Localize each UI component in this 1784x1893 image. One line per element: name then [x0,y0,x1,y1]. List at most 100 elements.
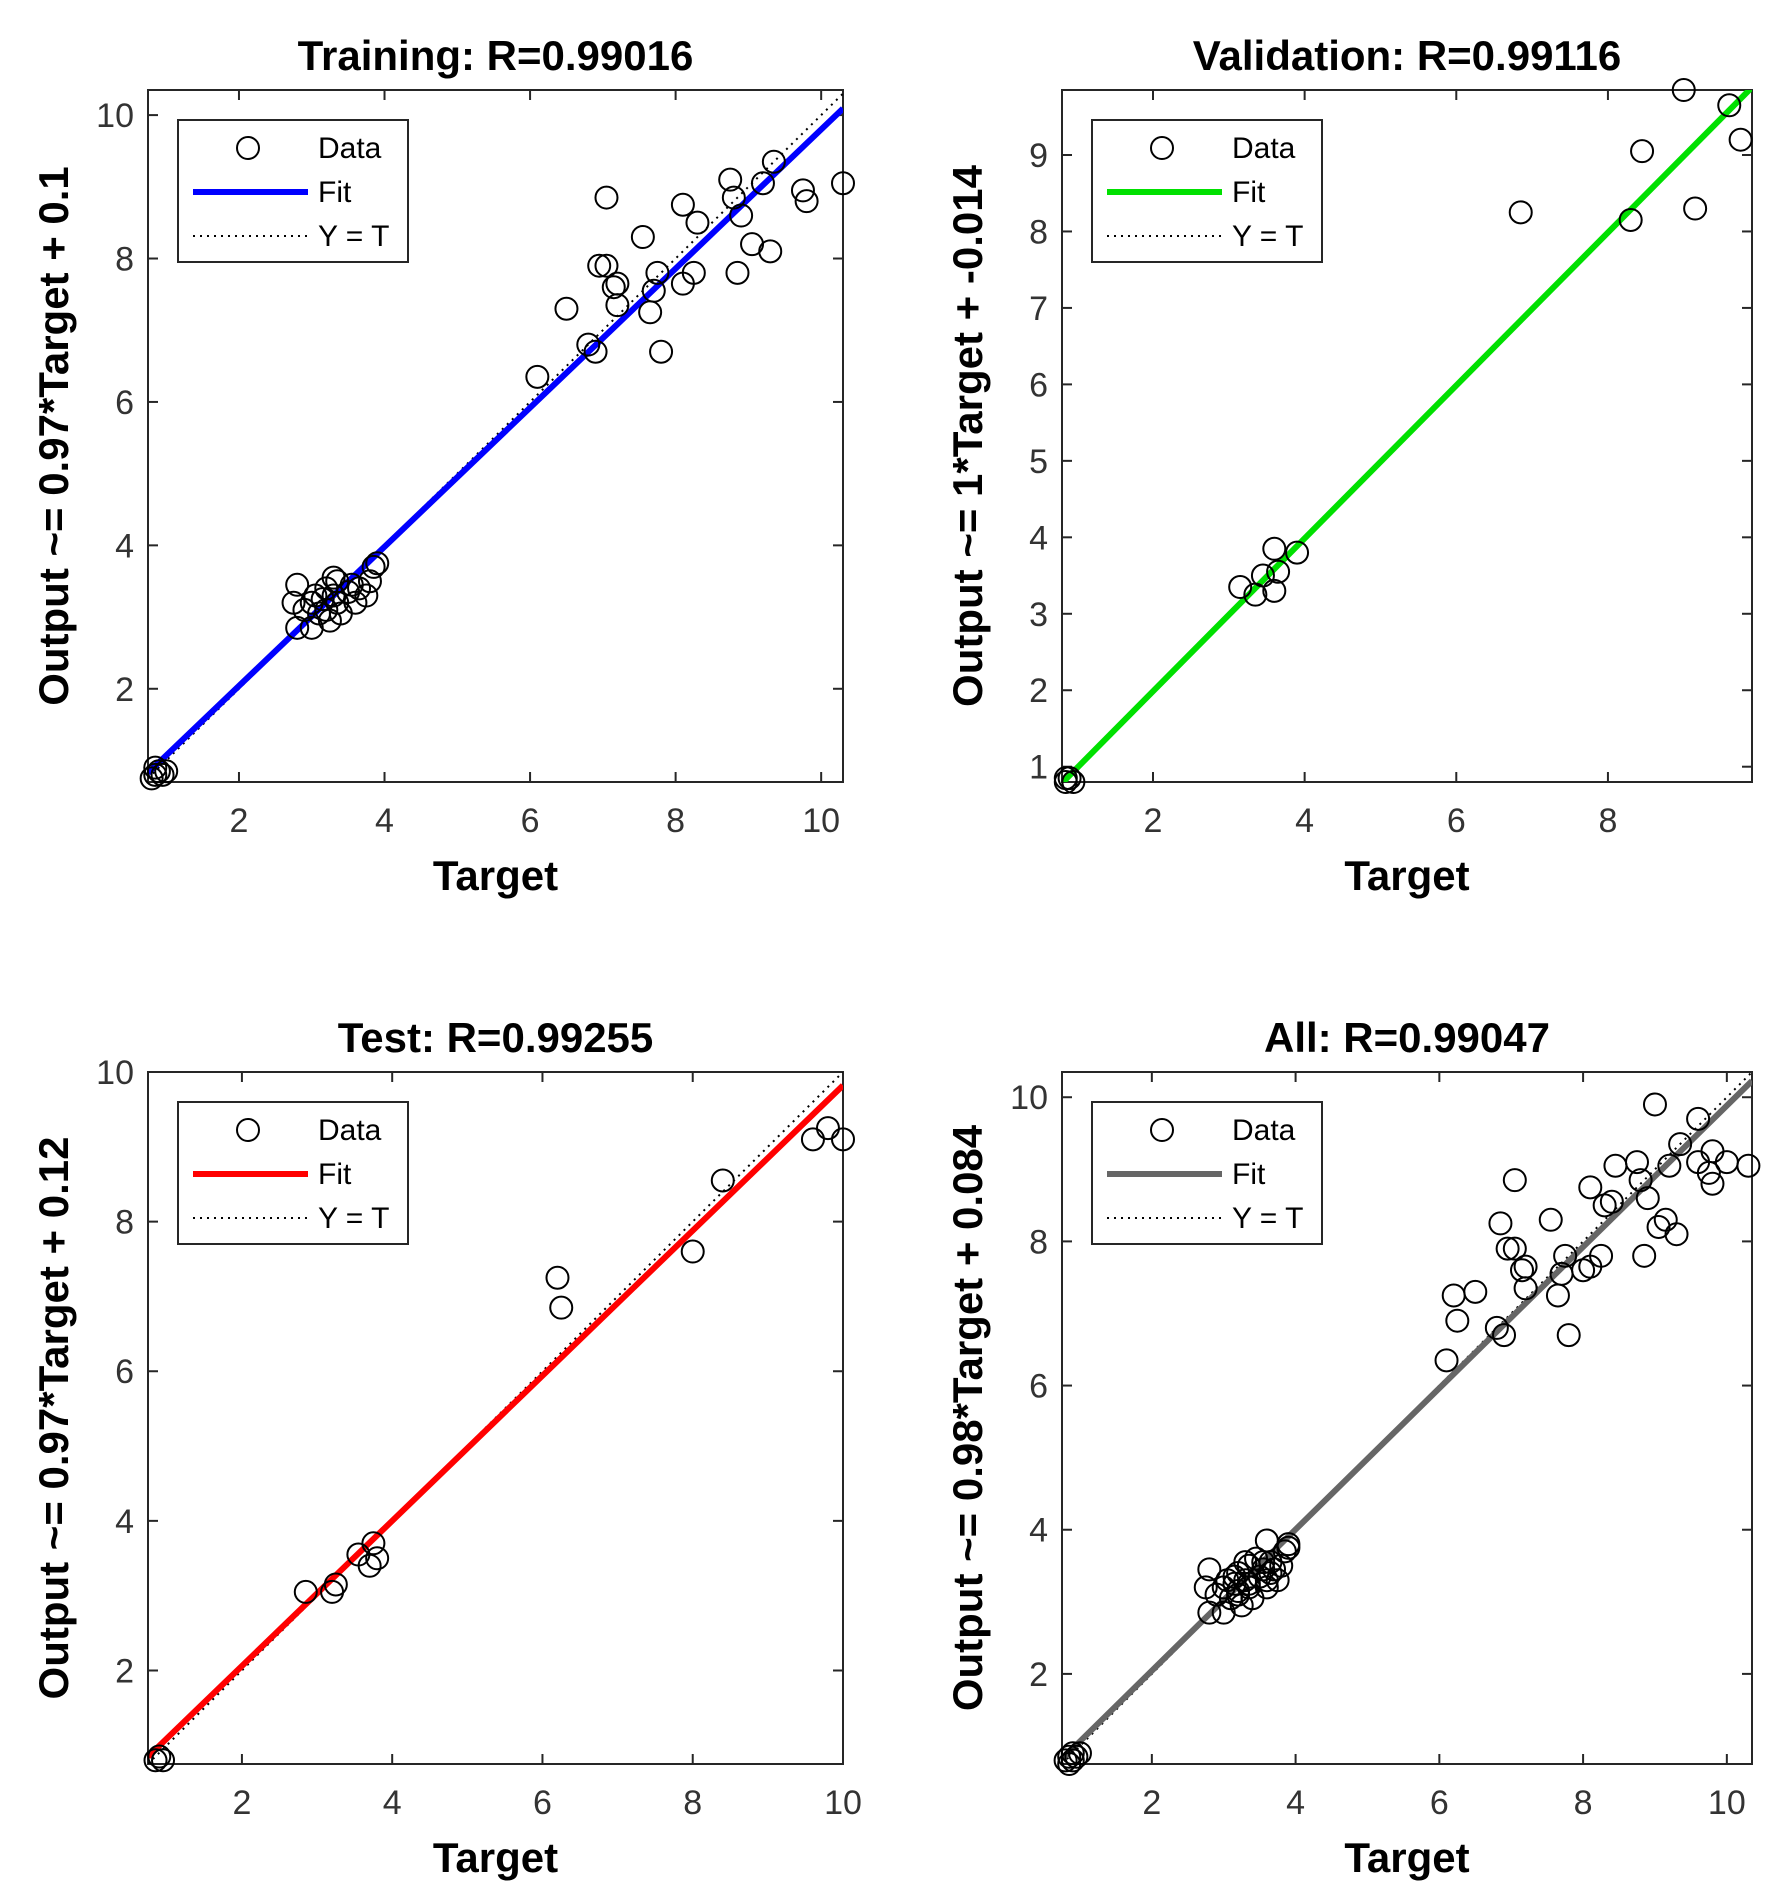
data-point [549,1295,574,1320]
legend-entry-fit: Fit [1232,1158,1266,1191]
data-point [790,178,815,203]
data-point [361,1531,386,1556]
data-point [1502,1168,1527,1193]
y-tick-label: 10 [96,97,134,135]
data-point [1434,1348,1459,1373]
data-point [761,149,786,174]
data-point [1538,1207,1563,1232]
y-tick-label: 7 [1029,290,1048,328]
data-point [139,766,164,791]
y-tick-label: 9 [1029,137,1048,175]
legend-entry-fit: Fit [318,1158,352,1191]
legend-marker-circle [236,136,260,160]
data-point [293,1579,318,1604]
y-axis-label: Output ~= 0.98*Target + 0.084 [944,1124,991,1711]
y-tick-label: 6 [1029,366,1048,404]
data-point [1717,93,1742,118]
data-point [605,271,630,296]
legend-entry-y-equals-t: Y = T [1232,1202,1303,1235]
data-point [1635,1186,1660,1211]
data-point [1060,1748,1085,1773]
chart-title: Test: R=0.99255 [338,1014,654,1061]
x-tick-label: 6 [521,802,540,840]
data-point [794,189,819,214]
data-point [831,1127,855,1152]
legend-entry-fit: Fit [1232,176,1266,209]
data-point [151,1748,176,1773]
data-point [357,1553,382,1578]
x-tick-label: 2 [232,1784,251,1822]
data-point [576,332,601,357]
y-tick-label: 4 [1029,1512,1048,1550]
y-tick-label: 8 [115,1204,134,1242]
data-point [554,296,579,321]
legend-marker-circle [1150,136,1174,160]
data-point [1057,1744,1082,1769]
y-tick-label: 5 [1029,443,1048,481]
data-point [685,210,710,235]
data-point [1508,200,1533,225]
legend-entry-data: Data [318,1114,382,1147]
y-tick-label: 10 [1010,1079,1048,1117]
data-point [1510,1258,1534,1283]
y-tick-label: 2 [1029,1656,1048,1694]
x-tick-label: 10 [802,802,840,840]
x-tick-label: 8 [1598,802,1617,840]
x-tick-label: 6 [1447,802,1466,840]
data-point [594,185,619,210]
data-point [310,587,335,612]
data-point [525,364,550,389]
data-point [1064,1744,1089,1769]
data-point [1668,1132,1693,1157]
y-tick-label: 1 [1029,749,1048,787]
y-tick-label: 8 [1029,213,1048,251]
data-point [1053,1748,1078,1773]
data-point [758,239,783,264]
data-point [645,260,670,285]
y-tick-label: 2 [115,1652,134,1690]
data-point [1502,1236,1527,1261]
data-point [143,762,168,787]
data-point [321,565,346,590]
data-point [718,167,743,192]
y-axis-label: Output ~= 0.97*Target + 0.1 [30,166,77,706]
legend-marker-circle [1150,1118,1174,1142]
y-tick-label: 4 [115,1503,134,1541]
y-tick-label: 6 [1029,1368,1048,1406]
data-point [1686,1106,1711,1131]
y-tick-label: 2 [115,671,134,709]
test-panel: Test: R=0.99255 Target Output ~= 0.97*Ta… [30,1014,862,1881]
data-point [146,759,171,784]
x-tick-label: 4 [383,1784,402,1822]
data-point [710,1168,735,1193]
data-point [1488,1211,1513,1236]
validation-panel: Validation: R=0.99116 Target Output ~= 1… [944,32,1753,899]
chart-title: Validation: R=0.99116 [1193,32,1621,79]
y-axis-label: Output ~= 0.97*Target + 0.12 [30,1137,77,1700]
all-panel: All: R=0.99047 Target Output ~= 0.98*Tar… [944,1014,1761,1881]
y-tick-label: 6 [115,384,134,422]
y-tick-label: 8 [1029,1223,1048,1261]
x-axis-label: Target [1344,1834,1469,1881]
y-tick-label: 3 [1029,596,1048,634]
data-point [641,278,666,303]
data-point [285,572,310,597]
data-point [545,1265,570,1290]
y-tick-label: 8 [115,241,134,279]
data-point [630,225,655,250]
data-point [1262,536,1287,561]
data-point [1513,1254,1538,1279]
data-point [354,583,379,608]
x-tick-label: 4 [1295,802,1314,840]
fit-line [148,1083,843,1759]
x-tick-label: 6 [533,1784,552,1822]
data-point [365,1546,390,1571]
data-point [1053,766,1078,791]
data-point [1632,1243,1657,1268]
data-point [1262,1557,1287,1582]
x-tick-label: 4 [375,802,394,840]
legend-entry-data: Data [1232,1114,1296,1147]
legend-marker-circle [236,1118,260,1142]
y-axis-label: Output ~= 1*Target + -0.014 [944,164,991,707]
